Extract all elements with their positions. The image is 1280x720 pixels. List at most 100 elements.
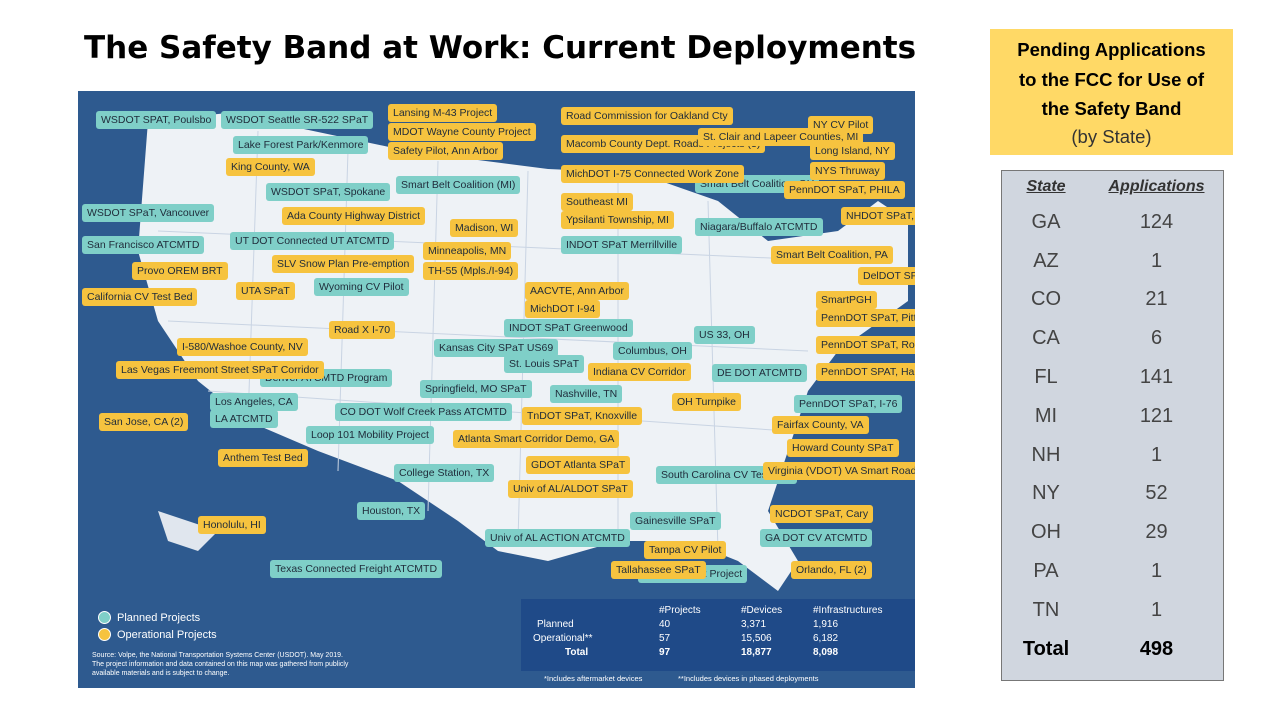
- operational-project-label: Smart Belt Coalition, PA: [771, 246, 893, 264]
- stats-header-row: #Projects #Devices #Infrastructures: [529, 603, 886, 617]
- operational-project-label: DelDOT SPaT: [858, 267, 915, 285]
- planned-project-label: St. Louis SPaT: [504, 355, 585, 373]
- planned-project-label: Texas Connected Freight ATCMTD: [270, 560, 443, 578]
- operational-project-label: Southeast MI: [561, 193, 633, 211]
- state-app-count: 6: [1150, 327, 1163, 350]
- planned-project-label: Loop 101 Mobility Project: [306, 426, 434, 444]
- planned-project-label: WSDOT SPaT, Spokane: [266, 183, 391, 201]
- operational-project-label: San Jose, CA (2): [99, 413, 189, 431]
- planned-project-label: Wyoming CV Pilot: [314, 278, 409, 296]
- planned-dot-icon: [98, 611, 111, 624]
- state-table-header: State Applications: [1002, 171, 1223, 203]
- stats-label: Planned: [537, 618, 574, 630]
- state-code: GA: [1031, 210, 1061, 233]
- operational-project-label: Las Vegas Freemont Street SPaT Corridor: [116, 361, 324, 379]
- operational-project-label: MDOT Wayne County Project: [388, 123, 536, 141]
- operational-project-label: Safety Pilot, Ann Arbor: [388, 142, 504, 160]
- state-row: NY 52: [1002, 475, 1223, 514]
- stats-table: #Projects #Devices #Infrastructures Plan…: [529, 603, 886, 659]
- planned-project-label: GA DOT CV ATCMTD: [760, 529, 873, 547]
- state-row: OH 29: [1002, 513, 1223, 552]
- total-label: Total: [1022, 637, 1070, 660]
- operational-project-label: Provo OREM BRT: [132, 262, 228, 280]
- stats-row: Planned 40 3,371 1,916: [529, 617, 886, 631]
- state-app-count: 1: [1150, 249, 1163, 272]
- operational-project-label: OH Turnpike: [672, 393, 741, 411]
- operational-project-label: Honolulu, HI: [198, 516, 266, 534]
- operational-project-label: Lansing M-43 Project: [388, 104, 498, 122]
- planned-project-label: CO DOT Wolf Creek Pass ATCMTD: [335, 403, 512, 421]
- operational-project-label: NCDOT SPaT, Cary: [770, 505, 874, 523]
- state-code: AZ: [1033, 249, 1059, 272]
- planned-project-label: Gainesville SPaT: [630, 512, 721, 530]
- legend-planned-label: Planned Projects: [117, 611, 201, 624]
- stats-devices: 3,371: [741, 618, 767, 630]
- operational-project-label: GDOT Atlanta SPaT: [526, 456, 631, 474]
- operational-project-label: PennDOT SPaT, PHILA: [784, 181, 905, 199]
- operational-project-label: TH-55 (Mpls./I-94): [423, 262, 519, 280]
- state-app-count: 21: [1145, 288, 1168, 311]
- operational-project-label: Orlando, FL (2): [791, 561, 872, 579]
- operational-project-label: NHDOT SPaT, Dover: [841, 207, 915, 225]
- state-app-count: 52: [1145, 482, 1168, 505]
- operational-project-label: I-580/Washoe County, NV: [177, 338, 308, 356]
- state-row: GA 124: [1002, 203, 1223, 242]
- planned-project-label: INDOT SPaT Greenwood: [504, 319, 633, 337]
- stats-label: Operational**: [533, 632, 593, 644]
- pending-title-line: to the FCC for Use of: [1019, 68, 1204, 90]
- operational-dot-icon: [98, 628, 111, 641]
- operational-project-label: AACVTE, Ann Arbor: [525, 282, 629, 300]
- state-row: AZ 1: [1002, 242, 1223, 281]
- operational-project-label: Road X I-70: [329, 321, 396, 339]
- source-line: Source: Volpe, the National Transportati…: [92, 652, 343, 659]
- stats-infra: 8,098: [813, 646, 839, 658]
- source-line: The project information and data contain…: [92, 661, 349, 668]
- state-code: NY: [1032, 482, 1060, 505]
- pending-title-line: the Safety Band: [1041, 98, 1182, 119]
- state-row: TN 1: [1002, 591, 1223, 630]
- operational-project-label: UTA SPaT: [236, 282, 295, 300]
- state-app-count: 29: [1145, 521, 1168, 544]
- operational-project-label: PennDOT SPAT, Harrisburg: [816, 363, 915, 381]
- legend-operational-label: Operational Projects: [117, 628, 217, 641]
- deployment-stats: #Projects #Devices #Infrastructures Plan…: [521, 599, 915, 671]
- operational-project-label: Long Island, NY: [810, 142, 895, 160]
- stats-col-devices: #Devices: [741, 604, 783, 616]
- planned-project-label: Springfield, MO SPaT: [420, 380, 532, 398]
- planned-project-label: DE DOT ATCMTD: [712, 364, 807, 382]
- operational-project-label: Univ of AL/ALDOT SPaT: [508, 480, 633, 498]
- operational-project-label: Madison, WI: [450, 219, 519, 237]
- operational-project-label: PennDOT SPaT, Pittsburgh: [816, 309, 915, 327]
- state-row: MI 121: [1002, 397, 1223, 436]
- operational-project-label: Road Commission for Oakland Cty: [561, 107, 733, 125]
- operational-project-label: Anthem Test Bed: [218, 449, 308, 467]
- stats-infra: 6,182: [813, 632, 839, 644]
- state-row: CA 6: [1002, 319, 1223, 358]
- stats-col-projects: #Projects: [659, 604, 701, 616]
- operational-project-label: Minneapolis, MN: [423, 242, 512, 260]
- operational-project-label: Howard County SPaT: [787, 439, 899, 457]
- planned-project-label: Smart Belt Coalition (MI): [396, 176, 521, 194]
- operational-project-label: Indiana CV Corridor: [588, 363, 691, 381]
- state-app-count: 1: [1150, 598, 1163, 621]
- planned-project-label: WSDOT Seattle SR-522 SPaT: [221, 111, 374, 129]
- planned-project-label: US 33, OH: [694, 326, 755, 344]
- apps-col-header: Applications: [1108, 178, 1205, 195]
- state-code: TN: [1032, 598, 1060, 621]
- operational-project-label: Tampa CV Pilot: [644, 541, 727, 559]
- operational-project-label: MichDOT I-75 Connected Work Zone: [561, 165, 744, 183]
- planned-project-label: INDOT SPaT Merrillville: [561, 236, 683, 254]
- state-code: PA: [1033, 560, 1059, 583]
- operational-project-label: Atlanta Smart Corridor Demo, GA: [453, 430, 620, 448]
- planned-project-label: Nashville, TN: [550, 385, 623, 403]
- stats-row: Total 97 18,877 8,098: [529, 645, 886, 659]
- state-code: NH: [1031, 443, 1061, 466]
- pending-applications-box: Pending Applications to the FCC for Use …: [990, 29, 1233, 155]
- legend-planned: Planned Projects: [98, 611, 217, 624]
- state-applications-table: State Applications GA 124 AZ 1 CO 21 CA 6 FL 141 M…: [1001, 170, 1224, 681]
- operational-project-label: SmartPGH: [816, 291, 877, 309]
- operational-project-label: TnDOT SPaT, Knoxville: [522, 407, 643, 425]
- planned-project-label: Columbus, OH: [613, 342, 692, 360]
- stats-devices: 15,506: [741, 632, 772, 644]
- planned-project-label: Los Angeles, CA: [210, 393, 298, 411]
